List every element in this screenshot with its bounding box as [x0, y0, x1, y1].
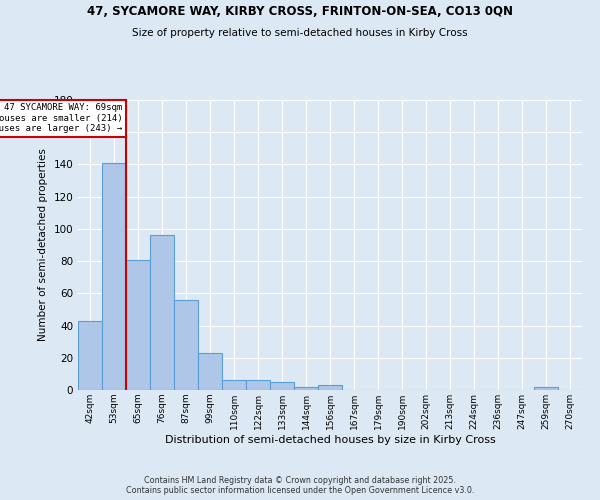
Text: Contains HM Land Registry data © Crown copyright and database right 2025.
Contai: Contains HM Land Registry data © Crown c…	[126, 476, 474, 495]
Bar	[534, 387, 558, 390]
Bar	[222, 380, 246, 390]
Text: 47 SYCAMORE WAY: 69sqm
← 47% of semi-detached houses are smaller (214)
53% of se: 47 SYCAMORE WAY: 69sqm ← 47% of semi-det…	[0, 103, 122, 133]
Text: Size of property relative to semi-detached houses in Kirby Cross: Size of property relative to semi-detach…	[132, 28, 468, 38]
Bar	[102, 163, 126, 390]
Bar	[294, 387, 318, 390]
Bar	[78, 320, 102, 390]
Bar	[246, 380, 270, 390]
Text: Distribution of semi-detached houses by size in Kirby Cross: Distribution of semi-detached houses by …	[164, 435, 496, 445]
Bar	[318, 385, 342, 390]
Text: 47, SYCAMORE WAY, KIRBY CROSS, FRINTON-ON-SEA, CO13 0QN: 47, SYCAMORE WAY, KIRBY CROSS, FRINTON-O…	[87, 5, 513, 18]
Bar	[198, 353, 222, 390]
Bar	[150, 236, 174, 390]
Bar	[270, 382, 294, 390]
Bar	[174, 300, 198, 390]
Y-axis label: Number of semi-detached properties: Number of semi-detached properties	[38, 148, 48, 342]
Bar	[126, 260, 150, 390]
